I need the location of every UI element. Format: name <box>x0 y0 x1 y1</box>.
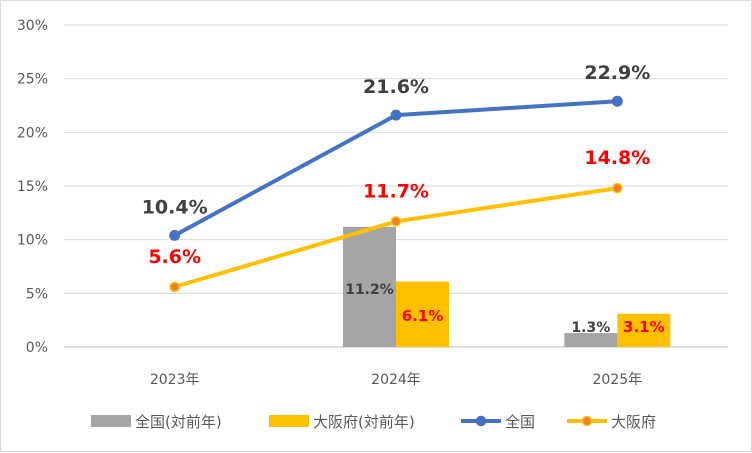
y-tick-label: 0% <box>26 340 48 356</box>
bar-data-label: 3.1% <box>623 318 665 336</box>
bar-osaka-yoy <box>396 281 449 347</box>
legend-label: 全国 <box>505 413 535 431</box>
bar-data-label: 11.2% <box>345 282 394 298</box>
line-data-label: 14.8% <box>584 147 650 169</box>
point-osaka <box>390 216 402 227</box>
point-osaka <box>169 281 180 293</box>
y-tick-label: 25% <box>17 72 48 88</box>
bar-data-label: 6.1% <box>402 307 444 325</box>
legend-label: 大阪府(対前年) <box>313 413 415 431</box>
bar-osaka-yoy <box>617 313 671 347</box>
point-national <box>169 229 181 241</box>
x-tick-label: 2024年 <box>371 372 421 388</box>
bar-national-yoy <box>343 226 396 347</box>
x-tick-label: 2025年 <box>593 372 643 388</box>
line-data-label: 22.9% <box>584 62 650 84</box>
y-tick-label: 15% <box>17 179 48 195</box>
point-national <box>390 109 402 121</box>
bar-data-label: 1.3% <box>571 320 610 336</box>
point-osaka <box>612 182 623 194</box>
y-tick-label: 20% <box>17 125 48 141</box>
point-national <box>611 95 623 107</box>
y-tick-label: 5% <box>26 286 48 302</box>
y-tick-label: 30% <box>17 18 48 34</box>
line-data-label: 5.6% <box>148 246 201 268</box>
legend-swatch <box>91 415 131 427</box>
legend-marker <box>581 415 593 427</box>
x-tick-label: 2023年 <box>150 372 200 388</box>
legend-label: 大阪府 <box>611 413 656 431</box>
legend-label: 全国(対前年) <box>135 413 222 431</box>
line-data-label: 11.7% <box>363 180 429 202</box>
bar-national-yoy <box>564 333 618 347</box>
line-data-label: 21.6% <box>363 76 429 98</box>
line-data-label: 10.4% <box>142 196 208 218</box>
legend-marker <box>475 415 487 427</box>
legend-swatch <box>269 415 309 427</box>
y-tick-label: 10% <box>17 233 48 249</box>
line-national <box>173 99 618 238</box>
